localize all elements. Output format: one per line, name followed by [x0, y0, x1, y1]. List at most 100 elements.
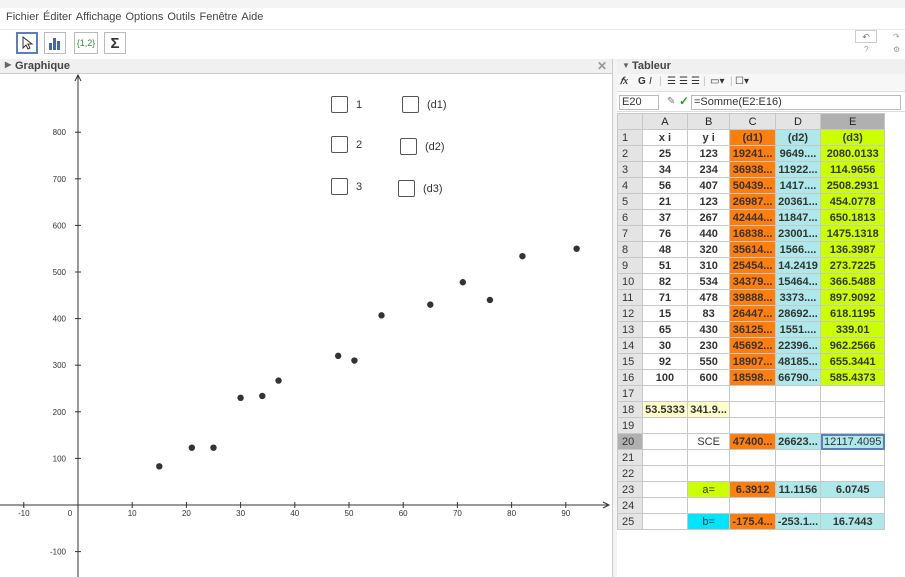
sheet-cell[interactable] [729, 449, 776, 466]
row-header[interactable]: 23 [616, 481, 644, 498]
checkbox[interactable]: 3 [331, 178, 362, 195]
sheet-cell[interactable] [686, 465, 731, 482]
sheet-cell[interactable] [686, 449, 731, 466]
sheet-cell[interactable]: 19241... [729, 145, 776, 162]
sheet-cell[interactable]: 2508.2931 [820, 177, 886, 194]
row-header[interactable]: 10 [616, 273, 644, 290]
align-left-icon[interactable]: ☰ [667, 76, 676, 87]
sheet-cell[interactable]: 366.5488 [820, 273, 886, 290]
sheet-cell[interactable]: 83 [686, 305, 731, 322]
sheet-cell[interactable]: 136.3987 [820, 241, 886, 258]
sheet-cell[interactable]: y i [686, 129, 731, 146]
sheet-cell[interactable]: 9649.... [774, 145, 822, 162]
sheet-cell[interactable]: 37 [642, 209, 688, 226]
sheet-cell[interactable]: 14.2419 [774, 257, 822, 274]
align-center-icon[interactable]: ☰ [679, 76, 688, 87]
row-header[interactable]: 14 [616, 337, 644, 354]
column-header[interactable]: B [686, 113, 731, 130]
corner-cell[interactable] [616, 113, 644, 130]
sheet-cell[interactable] [774, 449, 822, 466]
sheet-cell[interactable]: 341.9... [686, 401, 731, 418]
sheet-cell[interactable]: 34379... [729, 273, 776, 290]
row-header[interactable]: 8 [616, 241, 644, 258]
sheet-cell[interactable]: 430 [686, 321, 731, 338]
checkbox[interactable]: (d2) [400, 138, 445, 155]
sheet-cell[interactable]: 1475.1318 [820, 225, 886, 242]
sheet-cell[interactable]: 15 [642, 305, 688, 322]
sheet-cell[interactable]: (d1) [729, 129, 776, 146]
row-header[interactable]: 22 [616, 465, 644, 482]
sheet-cell[interactable]: 50439... [729, 177, 776, 194]
pencil-icon[interactable]: ✎ [667, 96, 676, 107]
sheet-cell[interactable]: 962.2566 [820, 337, 886, 354]
sheet-cell[interactable]: 550 [686, 353, 731, 370]
sheet-cell[interactable]: 26447... [729, 305, 776, 322]
view-splitter[interactable] [612, 59, 617, 577]
sheet-cell[interactable] [642, 449, 688, 466]
sheet-cell[interactable]: 310 [686, 257, 731, 274]
sheet-cell[interactable] [642, 385, 688, 402]
menu-item[interactable]: Éditer [43, 11, 72, 23]
histogram-tool-button[interactable] [44, 32, 66, 54]
row-header[interactable]: 16 [616, 369, 644, 386]
sheet-cell[interactable]: 454.0778 [820, 193, 886, 210]
sheet-cell[interactable]: 2080.0133 [820, 145, 886, 162]
sheet-cell[interactable]: 76 [642, 225, 688, 242]
sheet-cell[interactable] [642, 433, 688, 450]
sheet-cell[interactable]: 22396... [774, 337, 822, 354]
sheet-cell[interactable]: 1417.... [774, 177, 822, 194]
sheet-cell[interactable] [642, 497, 688, 514]
row-header[interactable]: 15 [616, 353, 644, 370]
sheet-cell[interactable]: 1566.... [774, 241, 822, 258]
checkbox-box[interactable] [402, 96, 419, 113]
sheet-cell[interactable] [729, 465, 776, 482]
sheet-cell[interactable]: -253.1... [774, 513, 822, 530]
sheet-cell[interactable]: 600 [686, 369, 731, 386]
sheet-cell[interactable]: 585.4373 [820, 369, 886, 386]
sheet-cell[interactable] [774, 497, 822, 514]
sheet-cell[interactable]: 440 [686, 225, 731, 242]
sheet-cell[interactable]: x i [642, 129, 688, 146]
checkbox[interactable]: (d1) [402, 96, 447, 113]
sheet-cell[interactable]: 16838... [729, 225, 776, 242]
sheet-cell[interactable]: 114.9656 [820, 161, 886, 178]
row-header[interactable]: 6 [616, 209, 644, 226]
sheet-cell[interactable]: 230 [686, 337, 731, 354]
sheet-cell[interactable]: 11.1156 [774, 481, 822, 498]
sheet-cell[interactable]: 53.5333 [642, 401, 688, 418]
sheet-cell[interactable]: 51 [642, 257, 688, 274]
row-header[interactable]: 11 [616, 289, 644, 306]
checkbox[interactable]: 1 [331, 96, 362, 113]
sheet-cell[interactable]: 26987... [729, 193, 776, 210]
checkbox-box[interactable] [400, 138, 417, 155]
sheet-cell[interactable] [642, 513, 688, 530]
align-right-icon[interactable]: ☰ [691, 76, 700, 87]
sheet-cell[interactable] [820, 497, 886, 514]
sheet-cell[interactable]: 123 [686, 145, 731, 162]
row-header[interactable]: 2 [616, 145, 644, 162]
sheet-cell[interactable] [729, 401, 776, 418]
checkbox[interactable]: (d3) [398, 180, 443, 197]
checkbox-box[interactable] [398, 180, 415, 197]
sheet-cell[interactable]: 123 [686, 193, 731, 210]
graphics-view[interactable]: -10 0 10 20 30 40 50 60 70 80 90 800 700 600 500 400 300… [0, 74, 612, 577]
sheet-cell[interactable]: 234 [686, 161, 731, 178]
sheet-cell[interactable]: 100 [642, 369, 688, 386]
italic-button[interactable]: I [649, 76, 652, 87]
menu-item[interactable]: Aide [241, 11, 264, 23]
sheet-cell[interactable] [729, 497, 776, 514]
settings-icon[interactable]: ⚙ [893, 45, 901, 54]
check-icon[interactable]: ✓ [679, 94, 690, 108]
close-icon[interactable]: ✕ [597, 59, 608, 73]
sheet-cell[interactable]: (d2) [774, 129, 822, 146]
sheet-cell[interactable] [686, 385, 731, 402]
sheet-cell[interactable]: 25 [642, 145, 688, 162]
row-header[interactable]: 18 [616, 401, 644, 418]
sheet-cell[interactable]: 16.7443 [820, 513, 886, 530]
move-tool-button[interactable] [16, 32, 38, 54]
sheet-cell[interactable]: 618.1195 [820, 305, 886, 322]
sheet-cell[interactable]: 407 [686, 177, 731, 194]
checkbox-box[interactable] [331, 136, 348, 153]
sheet-cell[interactable]: 897.9092 [820, 289, 886, 306]
sheet-cell[interactable]: (d3) [820, 129, 886, 146]
